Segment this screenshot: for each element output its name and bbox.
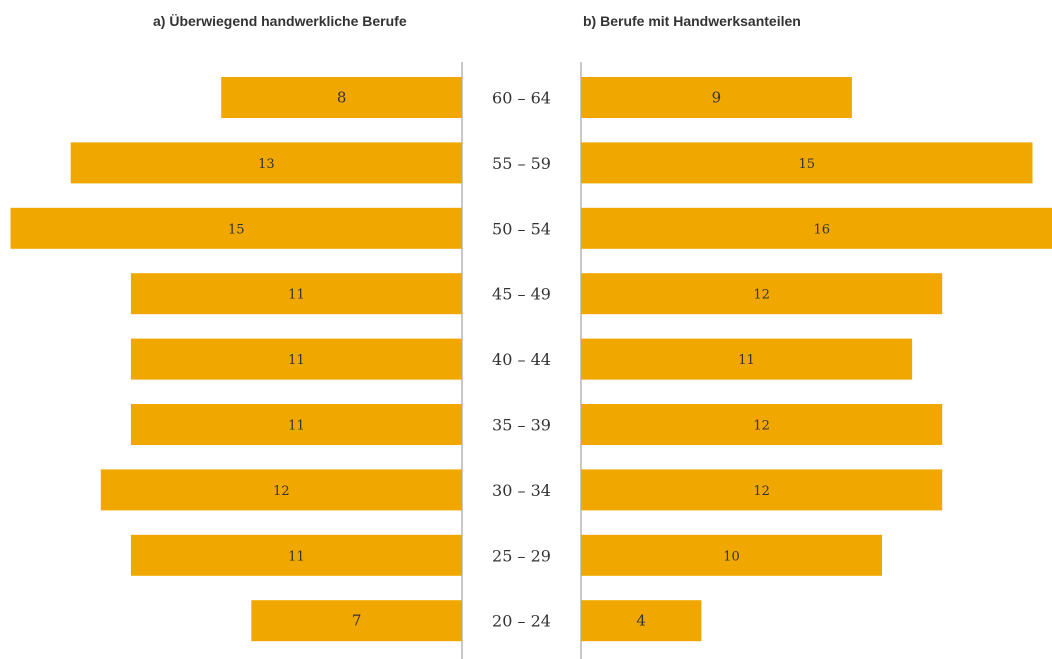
right-bar-value-label: 10 (723, 549, 740, 564)
right-bar-value-label: 12 (753, 484, 770, 499)
left-bar-value-label: 12 (273, 484, 290, 499)
left-bar (130, 404, 462, 445)
right-bar (581, 273, 943, 315)
age-group-label: 60 – 64 (492, 89, 551, 108)
age-group-label: 55 – 59 (492, 154, 551, 173)
right-bar (581, 142, 1033, 184)
left-bar-value-label: 15 (228, 222, 245, 237)
age-group-label: 25 – 29 (492, 546, 551, 565)
left-bar-value-label: 11 (288, 288, 305, 303)
right-bar (581, 77, 852, 118)
left-bar-value-label: 11 (288, 419, 305, 434)
right-bar-value-label: 15 (798, 157, 815, 172)
left-bar-value-label: 11 (288, 549, 305, 564)
left-bar-value-label: 11 (288, 353, 305, 368)
left-bar (130, 534, 462, 576)
right-bar-value-label: 4 (636, 612, 646, 630)
right-bar-value-label: 11 (738, 353, 755, 368)
left-panel-title: a) Überwiegend handwerkliche Berufe (153, 13, 407, 29)
left-bar (221, 77, 462, 118)
right-panel-title: b) Berufe mit Handwerksanteilen (583, 13, 801, 29)
left-bar (130, 338, 462, 380)
age-group-label: 20 – 24 (492, 612, 551, 631)
age-group-label: 35 – 39 (492, 416, 551, 435)
right-bar-value-label: 12 (753, 419, 770, 434)
left-bar-value-label: 13 (258, 157, 275, 172)
right-bar (581, 600, 702, 642)
age-group-label: 40 – 44 (492, 350, 551, 369)
right-bar (581, 469, 943, 511)
age-group-label: 30 – 34 (492, 481, 551, 500)
right-bar-value-label: 12 (753, 288, 770, 303)
right-bar-value-label: 16 (814, 222, 831, 237)
left-bar (70, 142, 462, 184)
left-bar (130, 273, 462, 315)
left-bar (10, 207, 462, 249)
right-bar (581, 207, 1052, 249)
left-bar (251, 600, 462, 642)
right-bar (581, 534, 882, 576)
left-bar (100, 469, 463, 511)
left-bar-value-label: 8 (337, 89, 347, 107)
age-group-label: 45 – 49 (492, 285, 551, 304)
right-bar (581, 404, 943, 445)
right-bar (581, 338, 913, 380)
left-bar-value-label: 7 (352, 612, 362, 630)
age-group-label: 50 – 54 (492, 219, 551, 238)
right-bar-value-label: 9 (712, 89, 722, 107)
